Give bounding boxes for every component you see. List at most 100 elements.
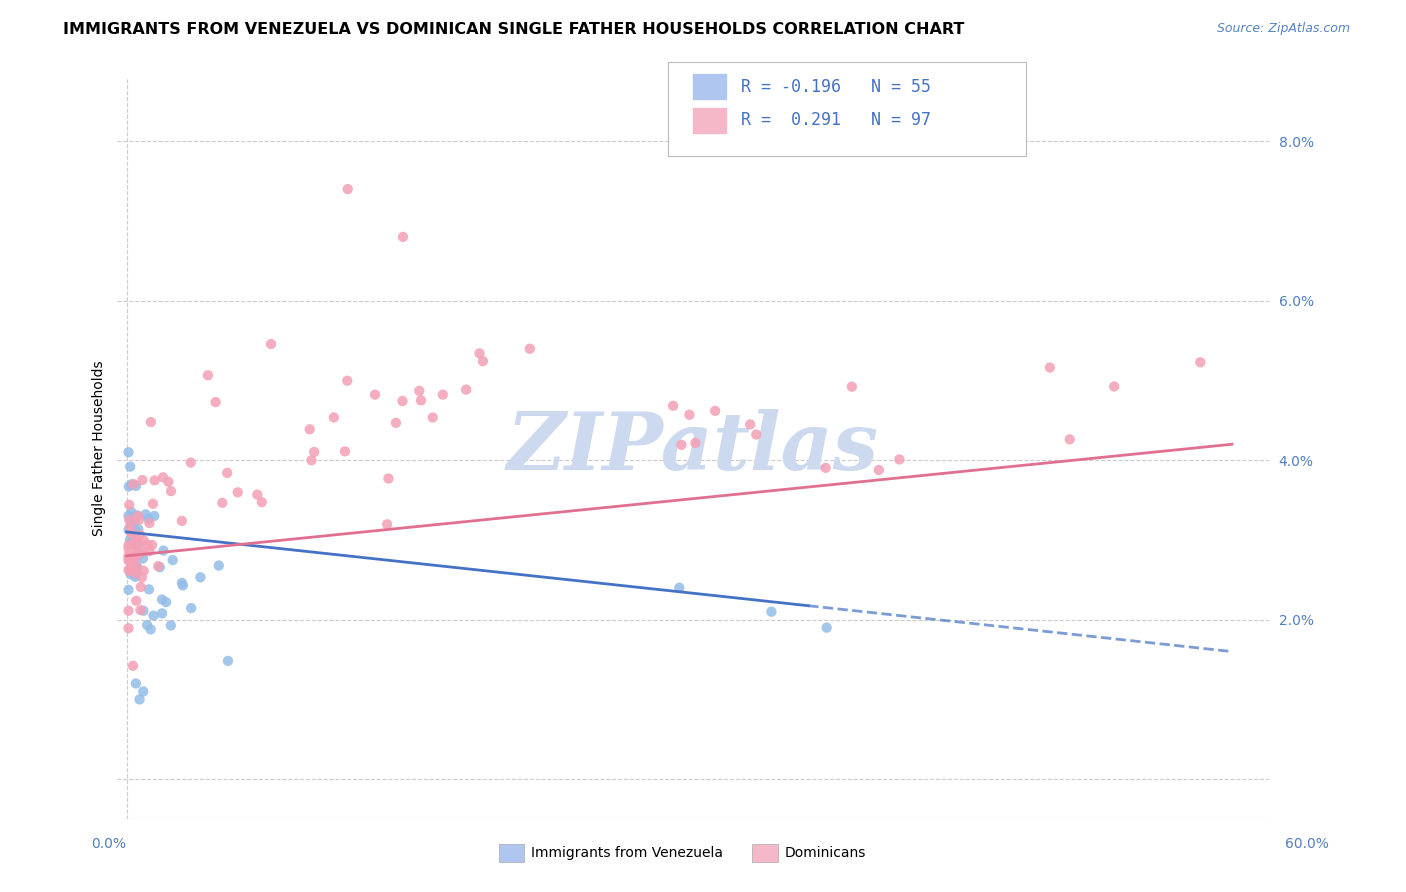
Point	[118, 562, 141, 576]
Point	[124, 524, 146, 539]
Point	[122, 537, 145, 551]
Point	[197, 368, 219, 383]
Point	[678, 408, 700, 422]
Point	[117, 445, 139, 459]
Point	[127, 547, 149, 561]
Y-axis label: Single Father Households: Single Father Households	[93, 360, 107, 536]
Point	[246, 488, 269, 502]
Point	[139, 623, 162, 637]
Point	[125, 479, 148, 493]
Point	[375, 517, 398, 532]
Point	[1039, 360, 1062, 375]
Text: Dominicans: Dominicans	[785, 846, 866, 860]
Point	[160, 484, 183, 499]
Point	[128, 528, 150, 542]
Point	[129, 547, 152, 561]
Text: R = -0.196   N = 55: R = -0.196 N = 55	[741, 78, 931, 95]
Point	[250, 495, 273, 509]
Point	[172, 578, 194, 592]
Point	[226, 485, 249, 500]
Point	[391, 394, 413, 409]
Point	[1189, 355, 1212, 369]
Point	[299, 453, 322, 467]
Point	[125, 545, 148, 559]
Point	[217, 466, 239, 480]
Point	[740, 417, 762, 432]
Text: 0.0%: 0.0%	[91, 837, 127, 851]
Point	[1059, 433, 1081, 447]
Point	[117, 541, 139, 556]
Point	[180, 456, 202, 470]
Point	[117, 538, 139, 552]
Point	[121, 526, 143, 541]
Point	[143, 508, 166, 523]
Point	[132, 564, 155, 578]
Text: Immigrants from Venezuela: Immigrants from Venezuela	[531, 846, 724, 860]
Point	[125, 567, 148, 582]
Point	[761, 605, 783, 619]
Point	[125, 676, 148, 690]
Point	[662, 399, 685, 413]
Text: ZIPatlas: ZIPatlas	[508, 409, 879, 487]
Point	[392, 230, 415, 244]
Point	[152, 470, 174, 484]
Point	[117, 582, 139, 597]
Point	[136, 618, 159, 632]
Point	[139, 415, 162, 429]
Point	[121, 555, 143, 569]
Point	[117, 549, 139, 563]
Point	[122, 477, 145, 491]
Point	[377, 471, 399, 485]
Point	[125, 560, 148, 574]
Point	[385, 416, 408, 430]
Point	[118, 519, 141, 533]
Text: IMMIGRANTS FROM VENEZUELA VS DOMINICAN SINGLE FATHER HOUSEHOLDS CORRELATION CHAR: IMMIGRANTS FROM VENEZUELA VS DOMINICAN S…	[63, 22, 965, 37]
Point	[127, 533, 149, 548]
Point	[117, 604, 139, 618]
Point	[124, 536, 146, 550]
Point	[120, 564, 142, 578]
Point	[211, 496, 233, 510]
Point	[364, 387, 387, 401]
Point	[132, 544, 155, 558]
Point	[136, 538, 159, 552]
Point	[815, 621, 838, 635]
Point	[120, 477, 142, 491]
Point	[685, 436, 707, 450]
Point	[124, 535, 146, 549]
Point	[128, 692, 150, 706]
Point	[127, 522, 149, 536]
Point	[128, 536, 150, 550]
Point	[122, 658, 145, 673]
Point	[138, 582, 160, 597]
Point	[131, 473, 153, 487]
Point	[456, 383, 478, 397]
Point	[120, 562, 142, 576]
Point	[125, 508, 148, 523]
Text: Source: ZipAtlas.com: Source: ZipAtlas.com	[1216, 22, 1350, 36]
Point	[129, 580, 152, 594]
Point	[135, 508, 157, 522]
Point	[122, 566, 145, 580]
Point	[157, 475, 180, 489]
Point	[117, 523, 139, 537]
Point	[322, 410, 344, 425]
Point	[122, 516, 145, 530]
Point	[188, 570, 211, 584]
Point	[138, 516, 160, 530]
Point	[120, 459, 142, 474]
Point	[150, 607, 173, 621]
Point	[704, 404, 727, 418]
Point	[298, 422, 321, 436]
Point	[132, 551, 155, 566]
Point	[408, 384, 430, 398]
Point	[125, 559, 148, 574]
Point	[138, 544, 160, 558]
Point	[204, 395, 226, 409]
Point	[160, 618, 183, 632]
Text: 60.0%: 60.0%	[1285, 837, 1329, 851]
Point	[125, 540, 148, 554]
Point	[117, 563, 139, 577]
Point	[217, 654, 239, 668]
Point	[868, 463, 890, 477]
